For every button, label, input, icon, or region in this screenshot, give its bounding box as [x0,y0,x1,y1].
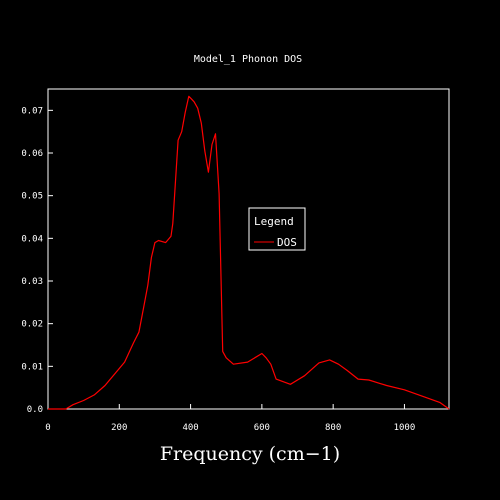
x-tick-label: 600 [254,423,270,433]
y-tick-label: 0.03 [21,277,43,287]
y-tick-label: 0.07 [21,106,43,116]
series-layer [48,95,450,410]
x-tick-label: 1000 [394,423,416,433]
x-tick-label: 0 [45,423,50,433]
plot-frame [47,88,450,410]
x-tick-label: 400 [182,423,198,433]
legend-title: Legend [254,215,294,228]
y-tick-label: 0.05 [21,192,43,202]
x-axis: 0 200 400 600 800 1000 [45,404,415,433]
y-tick-label: 0.04 [21,234,43,244]
legend-box [248,207,306,251]
y-axis: 0.0 0.01 0.02 0.03 0.04 0.05 0.06 0.07 [21,106,53,415]
x-tick-label: 800 [325,423,341,433]
chart-title: Model_1 Phonon DOS [194,54,302,65]
legend-label-dos: DOS [277,236,297,249]
legend: Legend DOS [248,207,306,251]
x-tick-label: 200 [111,423,127,433]
y-tick-label: 0.01 [21,362,43,372]
y-tick-label: 0.0 [27,405,43,415]
x-axis-label: Frequency (cm−1) [160,443,340,465]
y-tick-label: 0.06 [21,149,43,159]
y-tick-label: 0.02 [21,320,43,330]
series-line-dos [48,95,450,410]
